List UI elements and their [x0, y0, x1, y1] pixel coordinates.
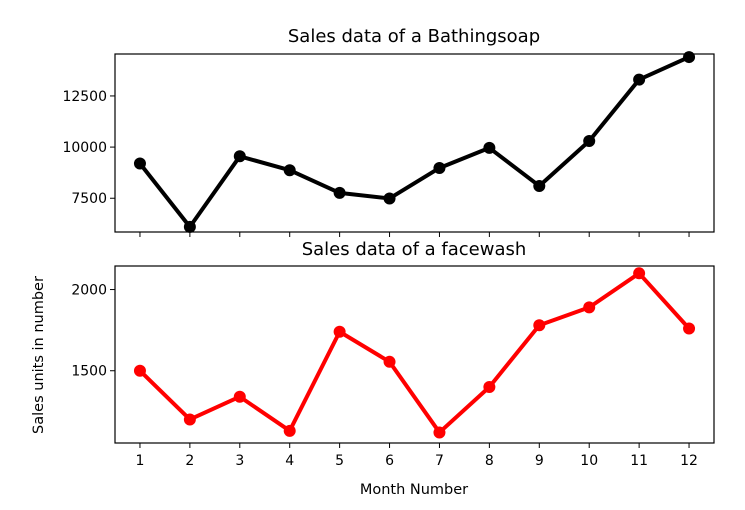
- x-tick-label: 10: [580, 453, 598, 469]
- series-line: [138, 271, 691, 435]
- y-tick-label: 1500: [71, 364, 107, 380]
- x-tick-label: 2: [185, 453, 194, 469]
- x-axis-label: Month Number: [360, 482, 468, 498]
- subplot-bathingsoap: Sales data of a Bathingsoap 7500 10000 125…: [62, 26, 715, 237]
- x-tick-label: 11: [630, 453, 648, 469]
- x-tick-label: 9: [535, 453, 544, 469]
- data-point: [583, 134, 596, 147]
- data-point: [633, 267, 646, 280]
- data-point: [633, 73, 646, 86]
- data-point: [683, 322, 696, 335]
- data-point: [533, 179, 546, 192]
- data-point: [283, 424, 296, 437]
- x-tick-label: 5: [335, 453, 344, 469]
- data-point: [583, 301, 596, 314]
- data-point: [133, 157, 146, 170]
- x-tick-label: 3: [235, 453, 244, 469]
- data-point: [333, 186, 346, 199]
- data-point: [483, 141, 496, 154]
- series-line: [138, 55, 690, 229]
- x-tick-label: 8: [485, 453, 494, 469]
- data-point: [183, 413, 196, 426]
- y-axis-label: Sales units in number: [31, 276, 47, 434]
- data-point: [433, 161, 446, 174]
- data-point: [333, 325, 346, 338]
- data-point: [433, 426, 446, 439]
- x-tick-label: 1: [135, 453, 144, 469]
- plot-frame: [114, 265, 715, 444]
- y-tick-label: 10000: [62, 140, 107, 156]
- data-point: [383, 355, 396, 368]
- data-point: [483, 380, 496, 393]
- y-tick-label: 2000: [71, 283, 107, 299]
- data-point: [683, 51, 696, 64]
- x-tick-label: 6: [385, 453, 394, 469]
- chart-title: Sales data of a facewash: [302, 239, 527, 260]
- plot-area: 7500 10000 12500: [62, 51, 696, 237]
- y-tick-label: 12500: [62, 89, 107, 105]
- data-point: [283, 164, 296, 177]
- data-point: [233, 150, 246, 163]
- data-point: [183, 220, 196, 233]
- plot-frame: [114, 53, 715, 233]
- data-point: [233, 390, 246, 403]
- y-tick-label: 7500: [71, 191, 107, 207]
- x-tick-label: 4: [285, 453, 294, 469]
- x-tick-label: 12: [680, 453, 698, 469]
- data-point: [533, 319, 546, 332]
- chart-title: Sales data of a Bathingsoap: [288, 26, 540, 47]
- x-tick-label: 7: [435, 453, 444, 469]
- data-point: [133, 364, 146, 377]
- data-point: [383, 192, 396, 205]
